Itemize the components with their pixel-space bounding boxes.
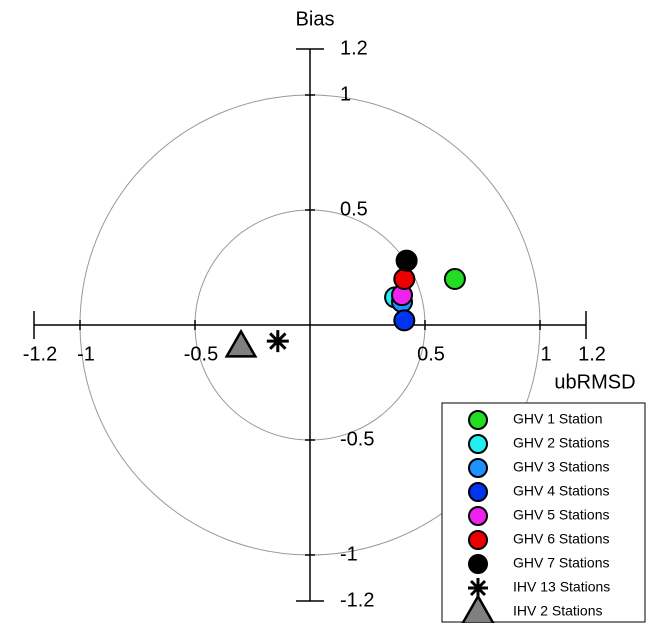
legend-label: GHV 3 Stations: [513, 459, 610, 475]
legend-marker: [468, 578, 488, 598]
data-point: [224, 328, 258, 358]
x-tick-label: 0.5: [417, 343, 445, 365]
x-tick-label: -1.2: [23, 343, 57, 365]
data-point: [266, 330, 289, 353]
legend-label: GHV 2 Stations: [513, 435, 610, 451]
x-tick-label: -0.5: [184, 343, 218, 365]
legend-label: GHV 6 Stations: [513, 531, 610, 547]
x-tick-label: -1: [77, 343, 95, 365]
data-point: [393, 268, 416, 290]
legend-label: GHV 5 Stations: [513, 507, 610, 523]
data-point: [443, 268, 466, 290]
legend-label: GHV 1 Station: [513, 411, 603, 427]
data-point: [393, 309, 416, 332]
y-tick-label: 1.2: [340, 37, 368, 59]
x-tick-label: 1: [540, 343, 551, 365]
legend-label: IHV 13 Stations: [513, 579, 610, 595]
data-point: [395, 249, 418, 272]
legend-marker: [468, 482, 488, 502]
y-tick-label: -1: [340, 543, 358, 565]
x-axis-label: ubRMSD: [554, 371, 635, 393]
x-tick-label: 1.2: [578, 343, 606, 365]
legend-marker: [468, 434, 488, 454]
y-axis-label: Bias: [296, 8, 335, 30]
y-tick-label: -0.5: [340, 428, 374, 450]
y-tick-label: 0.5: [340, 198, 368, 220]
legend-label: GHV 7 Stations: [513, 555, 610, 571]
legend-label: GHV 4 Stations: [513, 483, 610, 499]
y-tick-label: -1.2: [340, 589, 374, 611]
legend-marker: [468, 410, 488, 430]
legend-marker: [468, 458, 488, 478]
legend-label: IHV 2 Stations: [513, 603, 603, 619]
legend-marker: [468, 530, 488, 550]
y-tick-label: 1: [340, 83, 351, 105]
legend-marker: [468, 554, 488, 574]
legend-marker: [468, 506, 488, 526]
